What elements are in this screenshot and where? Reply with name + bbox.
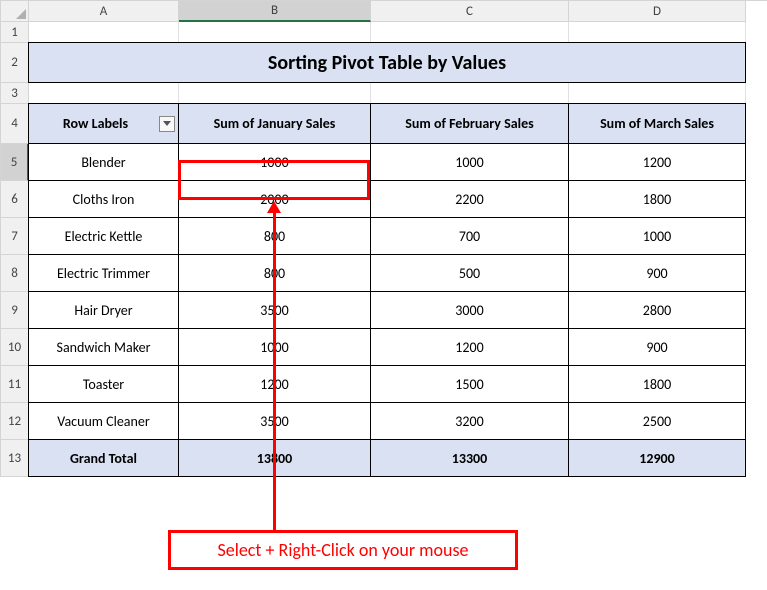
data-cell[interactable]: 900 — [568, 328, 746, 366]
filter-dropdown-icon[interactable] — [159, 116, 175, 132]
data-cell[interactable]: 2200 — [370, 180, 569, 218]
row-header-1[interactable]: 1 — [1, 22, 29, 43]
data-cell[interactable]: Toaster — [28, 365, 179, 403]
col-header-a[interactable]: A — [29, 1, 179, 22]
data-cell[interactable]: 3200 — [370, 402, 569, 440]
annotation-text: Select + Right-Click on your mouse — [217, 539, 468, 561]
row-header-10[interactable]: 10 — [1, 329, 29, 366]
data-cell[interactable]: Blender — [28, 143, 179, 181]
title-cell[interactable]: Sorting Pivot Table by Values — [28, 42, 746, 83]
data-cell[interactable]: 1200 — [370, 328, 569, 366]
col-header-b[interactable]: B — [179, 1, 371, 22]
cell[interactable] — [569, 22, 746, 43]
data-cell[interactable]: 1000 — [178, 143, 371, 181]
row-header-8[interactable]: 8 — [1, 255, 29, 292]
row-header-9[interactable]: 9 — [1, 292, 29, 329]
data-cell[interactable]: Electric Kettle — [28, 217, 179, 255]
row-header-4[interactable]: 4 — [1, 104, 29, 144]
cell[interactable] — [29, 83, 179, 104]
cell[interactable] — [371, 22, 569, 43]
data-cell[interactable]: 1000 — [370, 143, 569, 181]
row-header-7[interactable]: 7 — [1, 218, 29, 255]
row-header-5[interactable]: 5 — [1, 144, 29, 181]
cell[interactable] — [179, 22, 371, 43]
data-cell[interactable]: Vacuum Cleaner — [28, 402, 179, 440]
row-header-3[interactable]: 3 — [1, 83, 29, 104]
row-header-11[interactable]: 11 — [1, 366, 29, 403]
row-header-6[interactable]: 6 — [1, 181, 29, 218]
data-cell[interactable]: Electric Trimmer — [28, 254, 179, 292]
annotation-arrow-line — [273, 212, 276, 530]
header-jan[interactable]: Sum of January Sales — [178, 103, 371, 144]
data-cell[interactable]: 2800 — [568, 291, 746, 329]
data-cell[interactable]: 700 — [370, 217, 569, 255]
row-labels-header[interactable]: Row Labels — [28, 103, 179, 144]
header-mar[interactable]: Sum of March Sales — [568, 103, 746, 144]
header-feb[interactable]: Sum of February Sales — [370, 103, 569, 144]
data-cell[interactable]: Sandwich Maker — [28, 328, 179, 366]
row-labels-header-text: Row Labels — [63, 115, 128, 132]
data-cell[interactable]: Hair Dryer — [28, 291, 179, 329]
col-header-c[interactable]: C — [371, 1, 569, 22]
data-cell[interactable]: 1800 — [568, 365, 746, 403]
data-cell[interactable]: 2500 — [568, 402, 746, 440]
row-header-2[interactable]: 2 — [1, 43, 29, 83]
select-all-corner[interactable] — [1, 1, 29, 22]
data-cell[interactable]: 3000 — [370, 291, 569, 329]
data-cell[interactable]: 1800 — [568, 180, 746, 218]
spreadsheet-grid: ABCD12Sorting Pivot Table by Values34Row… — [0, 0, 767, 477]
cell[interactable] — [29, 22, 179, 43]
data-cell[interactable]: Cloths Iron — [28, 180, 179, 218]
col-header-d[interactable]: D — [569, 1, 746, 22]
grand-total-cell[interactable]: Grand Total — [28, 439, 179, 477]
cell[interactable] — [569, 83, 746, 104]
grand-total-cell[interactable]: 12900 — [568, 439, 746, 477]
cell[interactable] — [371, 83, 569, 104]
cell[interactable] — [179, 83, 371, 104]
row-header-13[interactable]: 13 — [1, 440, 29, 477]
data-cell[interactable]: 500 — [370, 254, 569, 292]
data-cell[interactable]: 1000 — [568, 217, 746, 255]
data-cell[interactable]: 900 — [568, 254, 746, 292]
grand-total-cell[interactable]: 13300 — [370, 439, 569, 477]
data-cell[interactable]: 1500 — [370, 365, 569, 403]
row-header-12[interactable]: 12 — [1, 403, 29, 440]
annotation-label: Select + Right-Click on your mouse — [168, 530, 518, 570]
data-cell[interactable]: 1200 — [568, 143, 746, 181]
